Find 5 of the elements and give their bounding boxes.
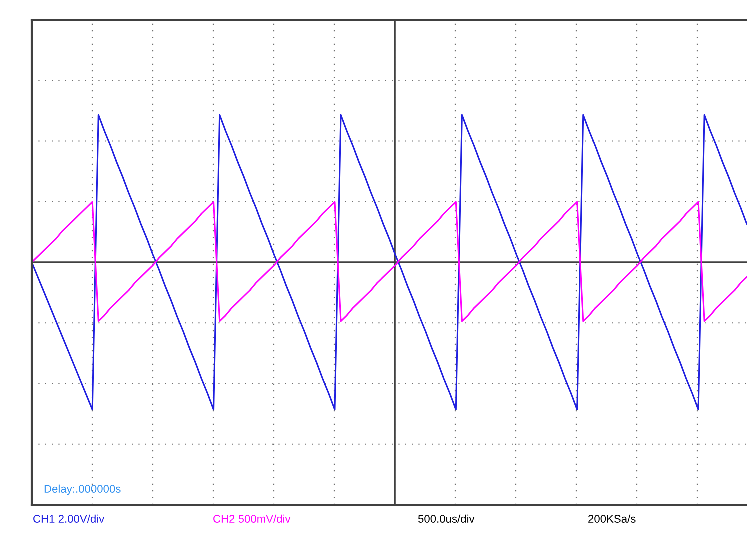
text: CH2 500mV/div — [214, 514, 291, 523]
text: Delay:.000000s — [44, 484, 121, 496]
text: 500.0us/div — [418, 514, 475, 523]
text: CH1 2.00V/div — [34, 514, 105, 523]
text: 200KSa/s — [588, 514, 636, 523]
